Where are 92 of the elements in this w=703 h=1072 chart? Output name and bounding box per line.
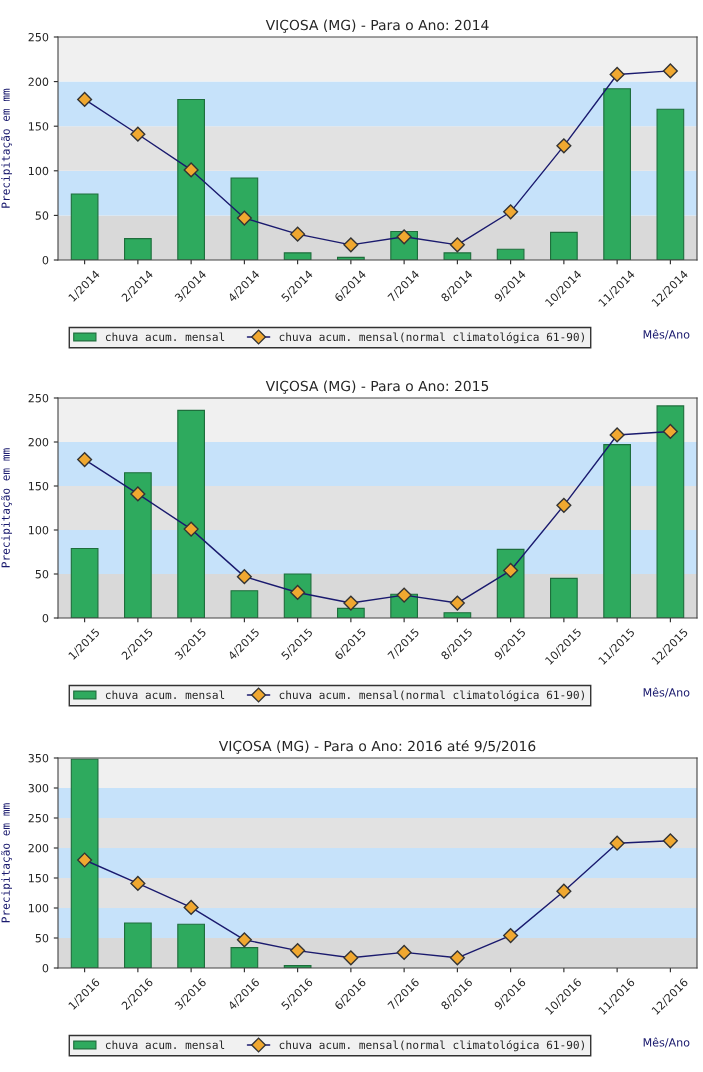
y-tick-label: 150 bbox=[28, 122, 49, 131]
bar bbox=[603, 88, 631, 260]
y-tick-label: 50 bbox=[35, 569, 49, 579]
point bbox=[77, 852, 93, 868]
y-tick-label: 150 bbox=[28, 481, 49, 491]
bar bbox=[177, 923, 205, 968]
y-tick-label: 350 bbox=[28, 753, 49, 763]
point bbox=[503, 928, 519, 944]
bar bbox=[177, 98, 205, 260]
legend-label: chuva acum. mensal(normal climatológica 61-90) bbox=[279, 332, 584, 344]
legend-label: chuva acum. mensal(normal climatológica 61-90) bbox=[279, 1040, 584, 1052]
point bbox=[396, 229, 412, 245]
point bbox=[449, 595, 465, 611]
y-tick-label: 50 bbox=[35, 211, 49, 220]
bar bbox=[443, 252, 472, 260]
x-axis-title: Mês/Ano bbox=[643, 687, 690, 698]
point bbox=[77, 91, 93, 108]
y-tick-label: 100 bbox=[28, 903, 49, 913]
point bbox=[662, 423, 678, 440]
bar bbox=[124, 922, 152, 968]
y-axis-title: Precipitação em mm bbox=[1, 88, 12, 208]
bar bbox=[656, 405, 685, 618]
point bbox=[343, 237, 359, 253]
point bbox=[343, 595, 359, 611]
point bbox=[290, 226, 306, 242]
y-tick-label: 0 bbox=[42, 963, 49, 973]
y-tick-label: 150 bbox=[28, 873, 49, 883]
point bbox=[183, 162, 199, 178]
bar bbox=[496, 548, 525, 618]
point bbox=[77, 452, 93, 468]
y-tick-label: 100 bbox=[28, 525, 49, 535]
point bbox=[130, 486, 146, 502]
bar bbox=[603, 444, 631, 618]
y-tick-label: 100 bbox=[28, 166, 49, 176]
x-axis-title: Mês/Ano bbox=[643, 1037, 690, 1048]
bar bbox=[124, 472, 152, 618]
y-tick-label: 0 bbox=[42, 255, 49, 265]
chart-title: VIÇOSA (MG) - Para o Ano: 2015 bbox=[265, 380, 489, 394]
y-tick-label: 0 bbox=[42, 613, 49, 623]
point bbox=[662, 63, 678, 79]
bar bbox=[70, 547, 99, 618]
point bbox=[290, 943, 306, 959]
bar bbox=[550, 577, 578, 618]
point bbox=[236, 932, 252, 948]
point bbox=[183, 521, 199, 537]
y-axis-title: Precipitação em mm bbox=[1, 803, 12, 923]
bar bbox=[550, 231, 578, 260]
point bbox=[130, 875, 146, 891]
point bbox=[236, 210, 252, 226]
point bbox=[343, 950, 359, 966]
bar bbox=[70, 758, 99, 968]
bar bbox=[70, 193, 99, 260]
point bbox=[609, 835, 625, 851]
y-tick-label: 200 bbox=[28, 77, 49, 86]
point bbox=[609, 66, 625, 83]
y-tick-label: 50 bbox=[35, 933, 49, 943]
y-tick-label: 300 bbox=[28, 783, 49, 793]
y-tick-label: 200 bbox=[28, 843, 49, 853]
y-tick-label: 250 bbox=[28, 393, 49, 403]
y-axis-title: Precipitação em mm bbox=[1, 448, 12, 568]
bar bbox=[230, 590, 259, 618]
bar bbox=[230, 947, 259, 968]
point bbox=[130, 126, 146, 142]
point bbox=[396, 944, 412, 960]
point bbox=[556, 883, 572, 899]
point bbox=[503, 562, 519, 579]
bar bbox=[177, 409, 205, 618]
chart-title: VIÇOSA (MG) - Para o Ano: 2014 bbox=[265, 19, 489, 33]
legend-label: chuva acum. mensal bbox=[105, 332, 225, 342]
point bbox=[662, 833, 678, 849]
x-axis-title: Mês/Ano bbox=[643, 329, 690, 340]
bar bbox=[496, 248, 525, 260]
point bbox=[183, 899, 199, 915]
bar bbox=[656, 108, 685, 260]
point bbox=[236, 569, 252, 585]
point bbox=[556, 497, 572, 513]
point bbox=[609, 427, 625, 443]
y-tick-label: 250 bbox=[28, 32, 49, 42]
bar bbox=[230, 177, 259, 260]
chart-title: VIÇOSA (MG) - Para o Ano: 2016 até 9/5/2016 bbox=[218, 739, 536, 754]
bar bbox=[283, 252, 312, 260]
point bbox=[503, 204, 519, 220]
point bbox=[556, 138, 572, 154]
legend-label: chuva acum. mensal bbox=[105, 1040, 225, 1050]
point bbox=[449, 237, 465, 253]
point bbox=[449, 950, 465, 966]
legend-label: chuva acum. mensal(normal climatológica 61-90) bbox=[279, 690, 584, 702]
y-tick-label: 200 bbox=[28, 437, 49, 447]
y-tick-label: 250 bbox=[28, 813, 49, 823]
bar bbox=[124, 238, 152, 260]
point bbox=[396, 587, 412, 603]
legend-label: chuva acum. mensal bbox=[105, 690, 225, 700]
